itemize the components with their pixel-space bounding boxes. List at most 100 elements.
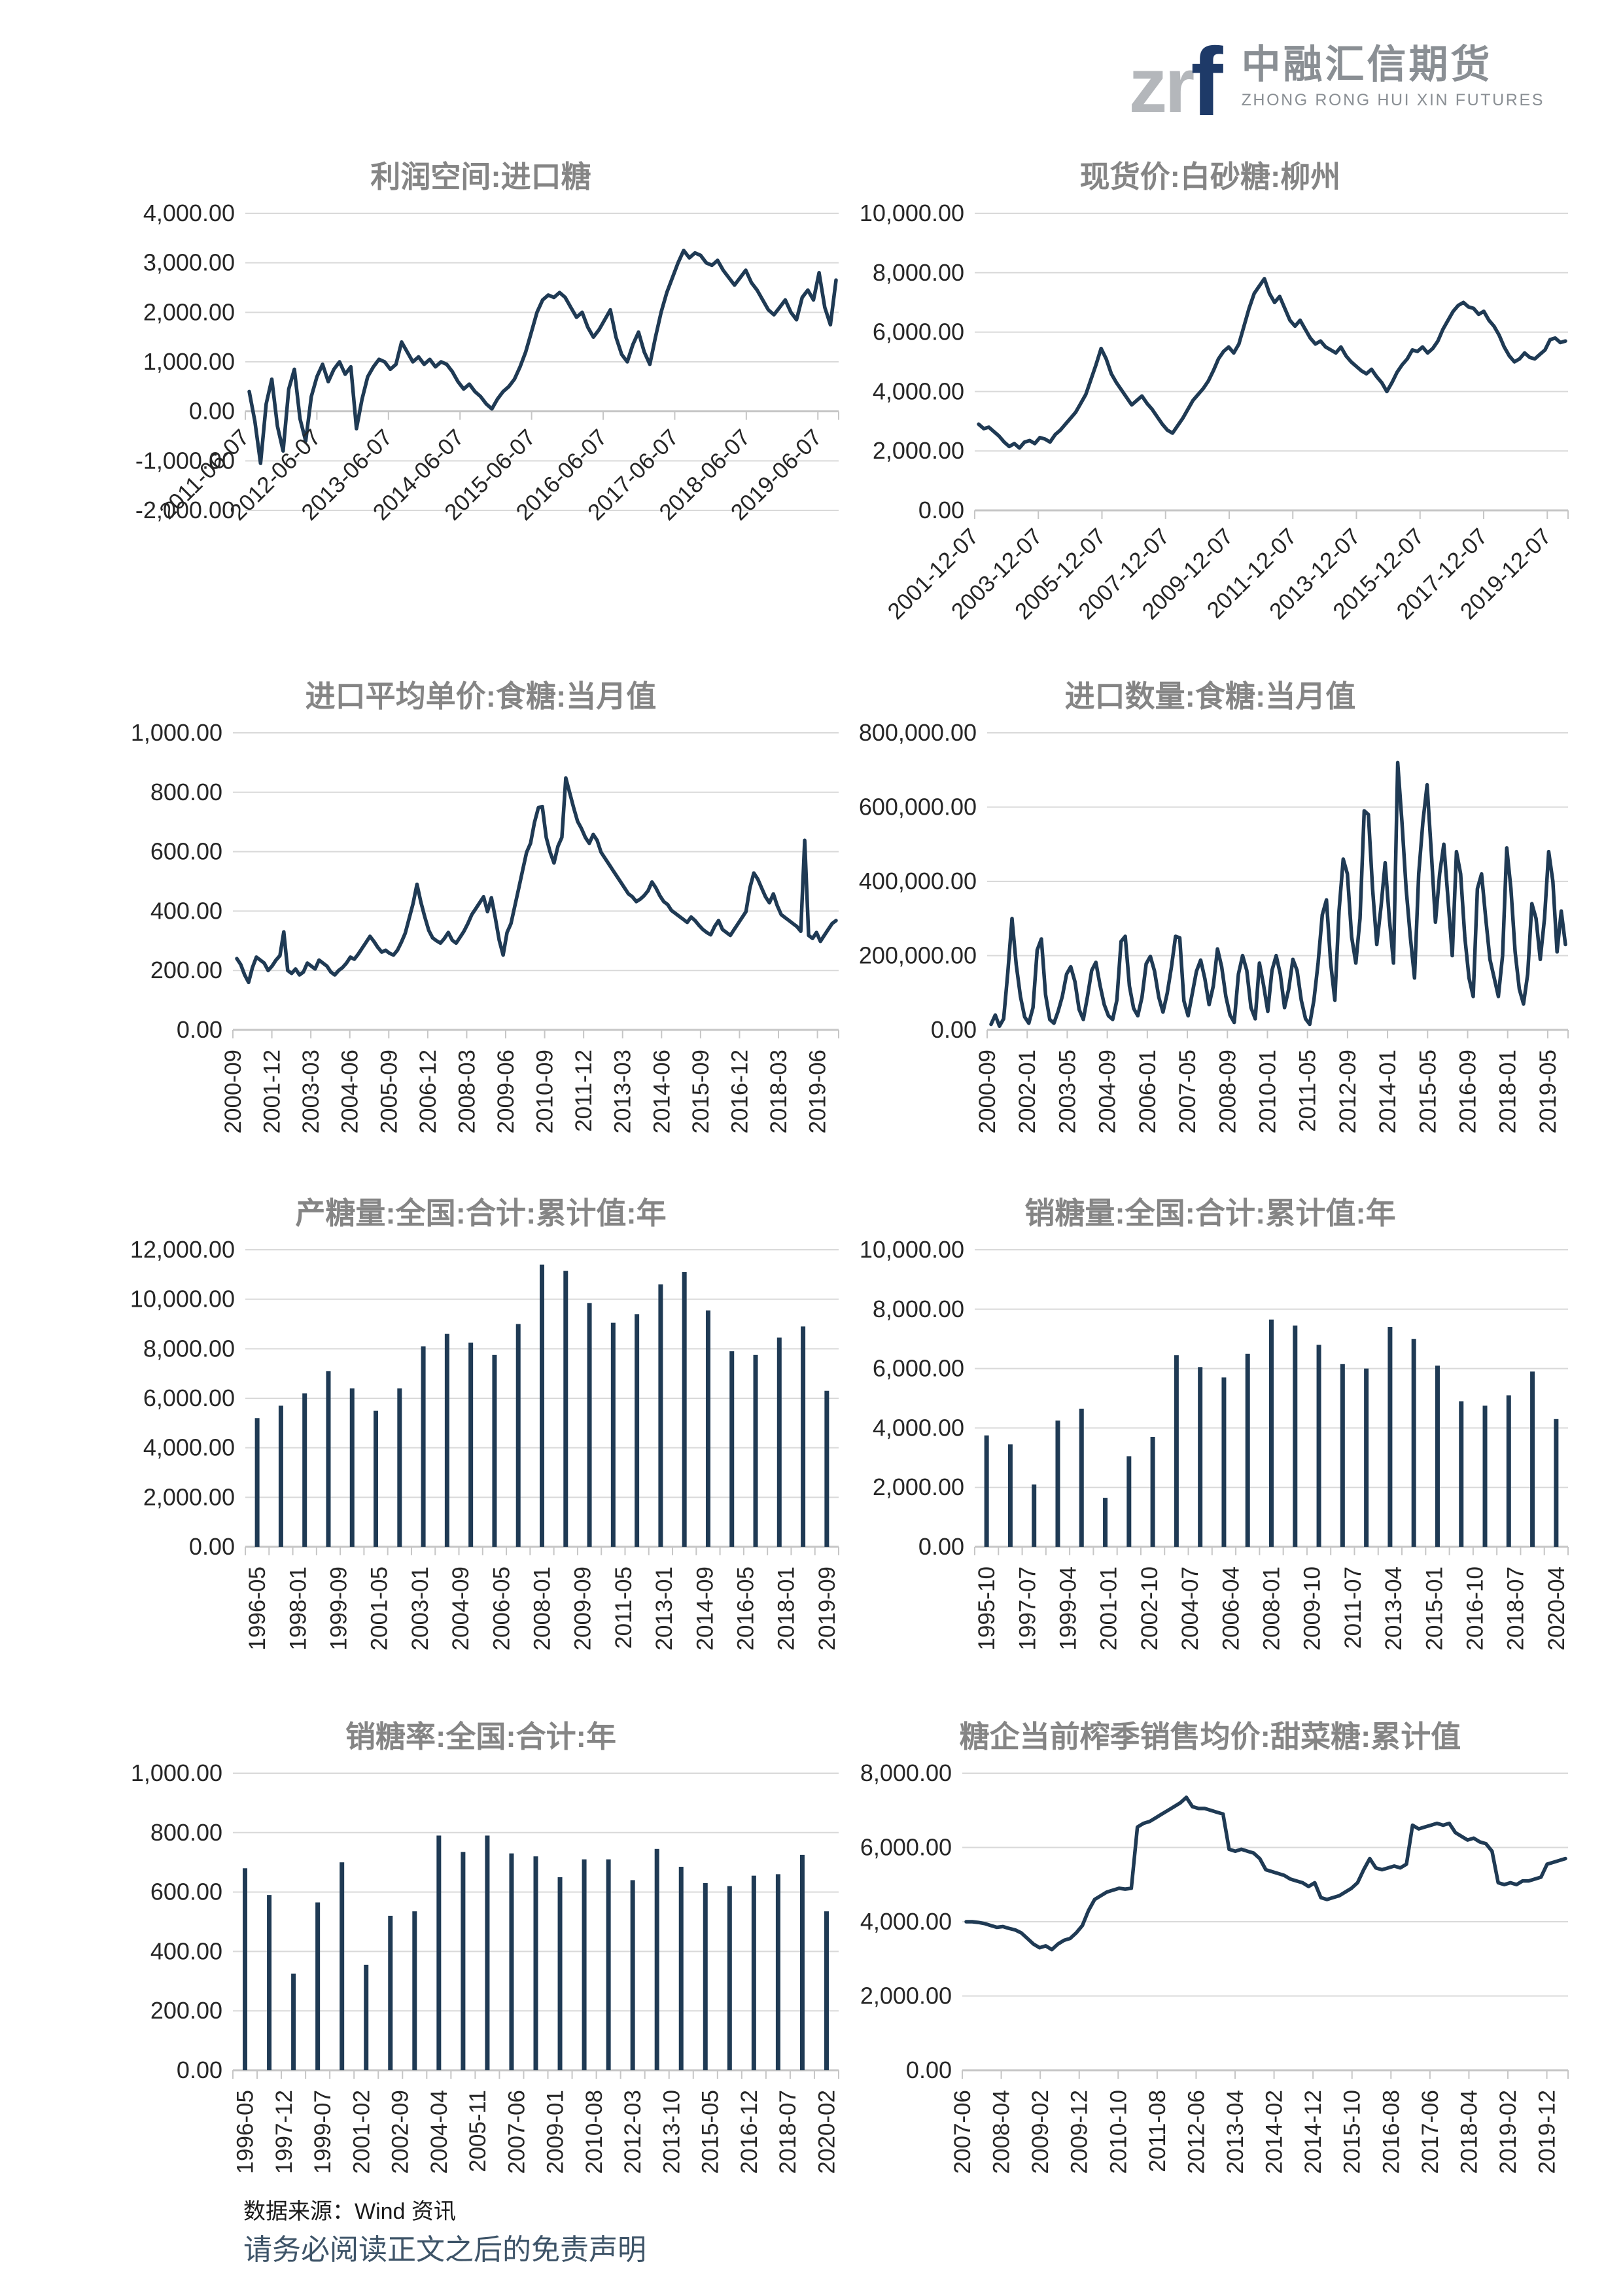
chart-import-sugar-profit: 利润空间:进口糖 -2,000.00 -1,000.00 0.00 1,000.00 2… bbox=[111, 156, 850, 686]
chart-import-quantity: 进口数量:食糖:当月值 0.00 200,000.00 400,000.00 600,… bbox=[841, 675, 1580, 1205]
svg-text:2014-09: 2014-09 bbox=[692, 1566, 718, 1650]
svg-text:1998-01: 1998-01 bbox=[285, 1566, 311, 1650]
chart-sugar-sales-volume: 销糖量:全国:合计:累计值:年 0.00 2,000.00 4,000.00 6,00… bbox=[841, 1192, 1580, 1722]
svg-text:2,000.00: 2,000.00 bbox=[143, 298, 235, 325]
svg-text:2006-12: 2006-12 bbox=[415, 1050, 441, 1133]
svg-text:2018-04: 2018-04 bbox=[1456, 2090, 1482, 2174]
svg-text:2013-03: 2013-03 bbox=[610, 1050, 636, 1133]
svg-text:0.00: 0.00 bbox=[189, 1533, 235, 1560]
svg-text:2019-06: 2019-06 bbox=[805, 1050, 831, 1133]
chart-canvas-spot-price-liuzhou: 0.00 2,000.00 4,000.00 6,000.00 8,000.00 10,0… bbox=[841, 198, 1580, 682]
svg-text:-2,000.00: -2,000.00 bbox=[135, 497, 235, 523]
chart-canvas-import-quantity: 0.00 200,000.00 400,000.00 600,000.00 800,00… bbox=[841, 717, 1580, 1201]
svg-text:8,000.00: 8,000.00 bbox=[873, 259, 964, 286]
svg-text:2019-12: 2019-12 bbox=[1535, 2090, 1560, 2174]
chart-title: 现货价:白砂糖:柳州 bbox=[1079, 160, 1341, 194]
svg-text:2014-06: 2014-06 bbox=[649, 1050, 674, 1133]
svg-text:2015-05: 2015-05 bbox=[698, 2090, 724, 2174]
svg-text:0.00: 0.00 bbox=[177, 2057, 222, 2083]
svg-text:2016-05: 2016-05 bbox=[733, 1566, 758, 1650]
svg-text:4,000.00: 4,000.00 bbox=[860, 1908, 952, 1935]
svg-text:2012-03: 2012-03 bbox=[620, 2090, 646, 2174]
svg-text:2008-04: 2008-04 bbox=[989, 2090, 1015, 2174]
svg-text:2010-10: 2010-10 bbox=[1106, 2090, 1131, 2174]
svg-text:2009-10: 2009-10 bbox=[1300, 1566, 1325, 1650]
svg-text:400,000.00: 400,000.00 bbox=[859, 868, 977, 894]
svg-text:2011-07: 2011-07 bbox=[1340, 1566, 1366, 1649]
svg-text:2002-09: 2002-09 bbox=[388, 2090, 413, 2174]
svg-text:2013-04: 2013-04 bbox=[1223, 2090, 1248, 2174]
chart-canvas-beet-sugar-avg-price: 0.00 2,000.00 4,000.00 6,000.00 8,000.00 2007… bbox=[841, 1757, 1580, 2242]
svg-text:6,000.00: 6,000.00 bbox=[873, 319, 964, 345]
chart-canvas-import-sugar-profit: -2,000.00 -1,000.00 0.00 1,000.00 2,000.00 3,… bbox=[111, 198, 850, 682]
svg-text:1999-04: 1999-04 bbox=[1056, 1566, 1081, 1650]
svg-text:1999-07: 1999-07 bbox=[310, 2090, 336, 2174]
company-name-en: ZHONG RONG HUI XIN FUTURES bbox=[1241, 91, 1544, 109]
svg-text:800.00: 800.00 bbox=[150, 779, 222, 805]
svg-text:2009-01: 2009-01 bbox=[543, 2090, 568, 2174]
svg-text:2,000.00: 2,000.00 bbox=[860, 1983, 952, 2009]
svg-text:2010-01: 2010-01 bbox=[1255, 1050, 1280, 1133]
svg-text:2008-01: 2008-01 bbox=[530, 1566, 555, 1650]
svg-text:2012-06: 2012-06 bbox=[1183, 2090, 1209, 2174]
disclaimer-note: 请务必阅读正文之后的免责声明 bbox=[243, 2234, 646, 2266]
svg-text:2013-01: 2013-01 bbox=[652, 1566, 677, 1650]
svg-text:2016-12: 2016-12 bbox=[727, 1050, 752, 1133]
svg-text:2001-05: 2001-05 bbox=[367, 1566, 393, 1650]
svg-text:2009-12: 2009-12 bbox=[1067, 2090, 1092, 2174]
svg-text:1997-07: 1997-07 bbox=[1015, 1566, 1040, 1650]
chart-spot-price-liuzhou: 现货价:白砂糖:柳州 0.00 2,000.00 4,000.00 6,000.00 8… bbox=[841, 156, 1580, 686]
svg-text:2013-10: 2013-10 bbox=[659, 2090, 684, 2174]
svg-text:2018-03: 2018-03 bbox=[766, 1050, 792, 1133]
svg-text:2006-05: 2006-05 bbox=[489, 1566, 514, 1650]
svg-text:0.00: 0.00 bbox=[918, 497, 964, 523]
svg-text:2018-07: 2018-07 bbox=[775, 2090, 801, 2174]
chart-canvas-sugar-production: 0.00 2,000.00 4,000.00 6,000.00 8,000.00 10,0… bbox=[111, 1234, 850, 1718]
svg-text:2015-10: 2015-10 bbox=[1340, 2090, 1365, 2174]
svg-text:2004-04: 2004-04 bbox=[427, 2090, 452, 2174]
svg-text:0.00: 0.00 bbox=[189, 398, 235, 425]
svg-text:400.00: 400.00 bbox=[150, 897, 222, 924]
svg-text:1996-05: 1996-05 bbox=[245, 1566, 270, 1650]
chart-title: 进口数量:食糖:当月值 bbox=[1064, 679, 1356, 713]
svg-text:2011-05: 2011-05 bbox=[611, 1566, 637, 1649]
svg-text:2018-07: 2018-07 bbox=[1503, 1566, 1529, 1650]
svg-text:2007-06: 2007-06 bbox=[504, 2090, 529, 2174]
svg-text:200.00: 200.00 bbox=[150, 1997, 222, 2024]
svg-text:1,000.00: 1,000.00 bbox=[131, 1759, 222, 1786]
svg-text:1,000.00: 1,000.00 bbox=[143, 348, 235, 375]
svg-text:6,000.00: 6,000.00 bbox=[143, 1385, 235, 1411]
svg-text:2002-01: 2002-01 bbox=[1015, 1050, 1040, 1133]
data-source-note: 数据来源：Wind 资讯 bbox=[243, 2199, 456, 2224]
svg-text:2015-05: 2015-05 bbox=[1415, 1050, 1440, 1133]
svg-text:6,000.00: 6,000.00 bbox=[860, 1834, 952, 1861]
logo-f-letter: f bbox=[1191, 28, 1223, 136]
svg-text:2011-08: 2011-08 bbox=[1145, 2090, 1170, 2172]
svg-text:3,000.00: 3,000.00 bbox=[143, 249, 235, 276]
svg-text:1997-12: 1997-12 bbox=[271, 2090, 297, 2174]
svg-text:2005-09: 2005-09 bbox=[376, 1050, 402, 1133]
svg-text:0.00: 0.00 bbox=[906, 2057, 952, 2083]
chart-import-avg-unit-price: 进口平均单价:食糖:当月值 0.00 200.00 400.00 600.00 800.… bbox=[111, 675, 850, 1205]
svg-text:2,000.00: 2,000.00 bbox=[143, 1483, 235, 1510]
svg-text:2012-09: 2012-09 bbox=[1335, 1050, 1361, 1133]
svg-text:1,000.00: 1,000.00 bbox=[131, 719, 222, 746]
svg-text:2007-05: 2007-05 bbox=[1175, 1050, 1200, 1133]
chart-title: 利润空间:进口糖 bbox=[370, 160, 591, 194]
svg-text:12,000.00: 12,000.00 bbox=[130, 1236, 235, 1263]
svg-text:8,000.00: 8,000.00 bbox=[860, 1759, 952, 1786]
svg-text:2006-01: 2006-01 bbox=[1135, 1050, 1161, 1133]
svg-text:2011-12: 2011-12 bbox=[571, 1050, 597, 1132]
svg-text:2003-03: 2003-03 bbox=[298, 1050, 324, 1133]
svg-text:6,000.00: 6,000.00 bbox=[873, 1355, 964, 1382]
svg-text:-1,000.00: -1,000.00 bbox=[135, 447, 235, 474]
svg-text:0.00: 0.00 bbox=[177, 1016, 222, 1043]
svg-text:2002-10: 2002-10 bbox=[1137, 1566, 1162, 1650]
svg-text:2008-03: 2008-03 bbox=[454, 1050, 480, 1133]
svg-text:1996-05: 1996-05 bbox=[233, 2090, 258, 2174]
svg-text:2009-09: 2009-09 bbox=[570, 1566, 596, 1650]
svg-text:2014-01: 2014-01 bbox=[1375, 1050, 1401, 1133]
svg-text:1999-09: 1999-09 bbox=[326, 1566, 352, 1650]
svg-text:2016-10: 2016-10 bbox=[1462, 1566, 1488, 1650]
